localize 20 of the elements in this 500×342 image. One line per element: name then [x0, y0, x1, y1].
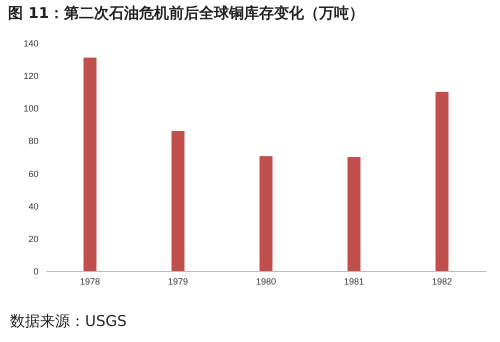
y-tick-label: 60: [28, 168, 38, 179]
x-tick-label: 1980: [256, 276, 276, 286]
x-tick-label: 1978: [80, 276, 100, 286]
y-tick-label: 100: [23, 104, 38, 114]
bar: [436, 92, 448, 271]
y-tick-label: 140: [23, 38, 38, 48]
bar: [84, 58, 96, 271]
y-tick-label: 20: [28, 234, 38, 244]
bar: [260, 156, 272, 271]
x-tick-label: 1982: [432, 276, 452, 286]
x-tick-label: 1979: [168, 276, 188, 286]
y-tick-label: 120: [23, 71, 38, 82]
y-tick-label: 40: [28, 201, 38, 212]
y-tick-label: 0: [33, 266, 38, 276]
chart-title: 图 11：第二次石油危机前后全球铜库存变化（万吨）: [8, 4, 364, 22]
y-tick-label: 80: [28, 136, 38, 146]
bar: [348, 157, 360, 271]
source-note: 数据来源：USGS: [10, 312, 127, 331]
x-tick-label: 1981: [344, 276, 364, 286]
bar: [172, 130, 184, 271]
